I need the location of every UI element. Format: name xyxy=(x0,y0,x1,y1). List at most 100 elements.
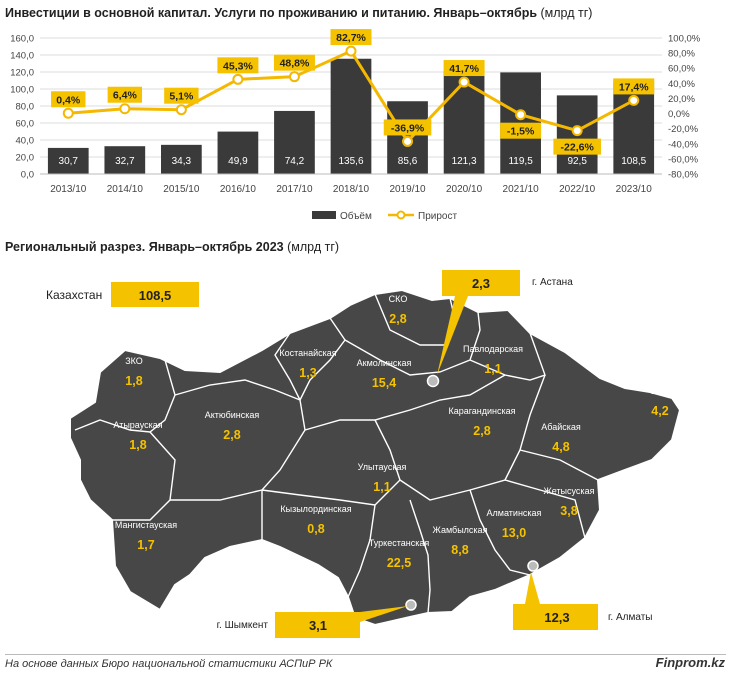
city-value-astana: 2,3 xyxy=(472,276,490,291)
growth-label: 41,7% xyxy=(449,63,479,75)
city-marker-almaty xyxy=(527,560,539,572)
growth-label: 45,3% xyxy=(223,60,253,72)
y-tick-label: 140,0 xyxy=(10,51,34,62)
brand-logo: Finprom.kz xyxy=(655,655,725,670)
region-name: СКО xyxy=(389,294,408,304)
callout-astana xyxy=(437,270,520,375)
legend-label-line: Прирост xyxy=(418,211,457,222)
growth-label: 17,4% xyxy=(619,81,649,93)
growth-point xyxy=(119,103,131,115)
region-name: Павлодарская xyxy=(463,344,523,354)
growth-point xyxy=(288,71,300,83)
legend-swatch-marker xyxy=(396,210,406,220)
growth-label-box xyxy=(500,122,542,139)
region-value: 22,5 xyxy=(387,556,411,570)
bar-value-label: 121,3 xyxy=(452,156,477,167)
x-tick-label: 2021/10 xyxy=(503,184,540,195)
bar-value-label: 30,7 xyxy=(59,156,79,167)
region-name: Атырауская xyxy=(113,420,162,430)
bar xyxy=(274,110,315,174)
chart-title: Инвестиции в основной капитал. Услуги по… xyxy=(5,6,593,20)
bar-value-label: 74,2 xyxy=(285,156,305,167)
bar-value-label: 92,5 xyxy=(567,156,587,167)
growth-point xyxy=(345,45,357,57)
growth-label-box xyxy=(443,60,485,77)
map-title: Региональный разрез. Январь–октябрь 2023… xyxy=(5,240,340,254)
city-value-shymkent: 3,1 xyxy=(309,618,327,633)
growth-point xyxy=(402,135,414,147)
growth-point xyxy=(62,107,74,119)
x-tick-label: 2019/10 xyxy=(389,184,426,195)
growth-label-box xyxy=(273,54,315,71)
y2-tick-label: 100,0% xyxy=(668,34,701,45)
region-name: ВКО xyxy=(651,386,669,396)
city-marker-shymkent xyxy=(405,599,417,611)
x-tick-label: 2014/10 xyxy=(107,184,144,195)
region-value: 1,1 xyxy=(484,362,501,376)
x-tick-label: 2017/10 xyxy=(276,184,313,195)
y-tick-label: 0,0 xyxy=(21,170,34,181)
bar xyxy=(330,58,372,174)
growth-point xyxy=(628,94,640,106)
region-value: 2,8 xyxy=(223,428,240,442)
bar-value-label: 108,5 xyxy=(621,156,646,167)
y-tick-label: 100,0 xyxy=(10,85,34,96)
bar xyxy=(47,147,89,174)
source-note: На основе данных Бюро национальной стати… xyxy=(5,658,333,670)
region-name: Акмолинская xyxy=(357,358,412,368)
legend-label-bars: Объём xyxy=(340,210,372,222)
bar xyxy=(161,144,202,174)
growth-label-box xyxy=(107,86,143,103)
bar-value-label: 85,6 xyxy=(398,156,418,167)
y2-tick-label: 80,0% xyxy=(668,49,695,60)
region-value: 4,2 xyxy=(651,404,668,418)
growth-label-box xyxy=(164,87,199,104)
growth-point xyxy=(232,73,244,85)
y2-tick-label: 40,0% xyxy=(668,79,695,90)
growth-label: -36,9% xyxy=(391,122,425,134)
bar xyxy=(217,131,259,174)
y-tick-label: 40,0 xyxy=(16,136,35,147)
y2-tick-label: 60,0% xyxy=(668,64,695,75)
growth-label-box xyxy=(330,29,372,46)
region-value: 15,4 xyxy=(372,376,396,390)
region-name: Кызылординская xyxy=(280,504,351,514)
city-name-shymkent: г. Шымкент xyxy=(217,620,269,631)
city-value-almaty: 12,3 xyxy=(544,610,569,625)
y2-tick-label: -40,0% xyxy=(668,139,699,150)
x-tick-label: 2016/10 xyxy=(220,184,257,195)
bar xyxy=(443,70,485,174)
region-value: 3,8 xyxy=(560,504,577,518)
y-tick-label: 20,0 xyxy=(16,153,35,164)
region-value: 2,8 xyxy=(389,312,406,326)
region-value: 1,8 xyxy=(129,438,146,452)
region-name: Актюбинская xyxy=(205,410,260,420)
bar-value-label: 32,7 xyxy=(115,156,135,167)
growth-label-box xyxy=(217,57,259,74)
growth-label-box xyxy=(553,138,601,155)
region-name: Улытауская xyxy=(358,462,407,472)
total-value: 108,5 xyxy=(139,288,172,303)
growth-point xyxy=(571,125,583,137)
bar-value-label: 135,6 xyxy=(338,156,363,167)
growth-label: -22,6% xyxy=(561,142,595,154)
y2-tick-label: 20,0% xyxy=(668,94,695,105)
region-borders xyxy=(74,293,599,614)
bar xyxy=(104,146,146,174)
city-marker-astana xyxy=(426,374,440,388)
region-name: Жамбылская xyxy=(433,525,488,535)
bar-value-label: 34,3 xyxy=(172,156,192,167)
region-name: Карагандинская xyxy=(448,406,515,416)
callout-almaty xyxy=(513,572,598,630)
growth-label: 5,1% xyxy=(169,91,194,103)
y-tick-label: 160,0 xyxy=(10,34,34,45)
region-value: 1,7 xyxy=(137,538,154,552)
x-tick-label: 2023/10 xyxy=(616,184,653,195)
growth-label-box xyxy=(383,119,432,136)
y-tick-label: 80,0 xyxy=(16,102,35,113)
bar-value-label: 49,9 xyxy=(228,156,248,167)
y2-tick-label: -20,0% xyxy=(668,124,699,135)
region-value: 0,8 xyxy=(307,522,324,536)
growth-label: 0,4% xyxy=(56,94,81,106)
legend-swatch-bars xyxy=(312,211,336,219)
